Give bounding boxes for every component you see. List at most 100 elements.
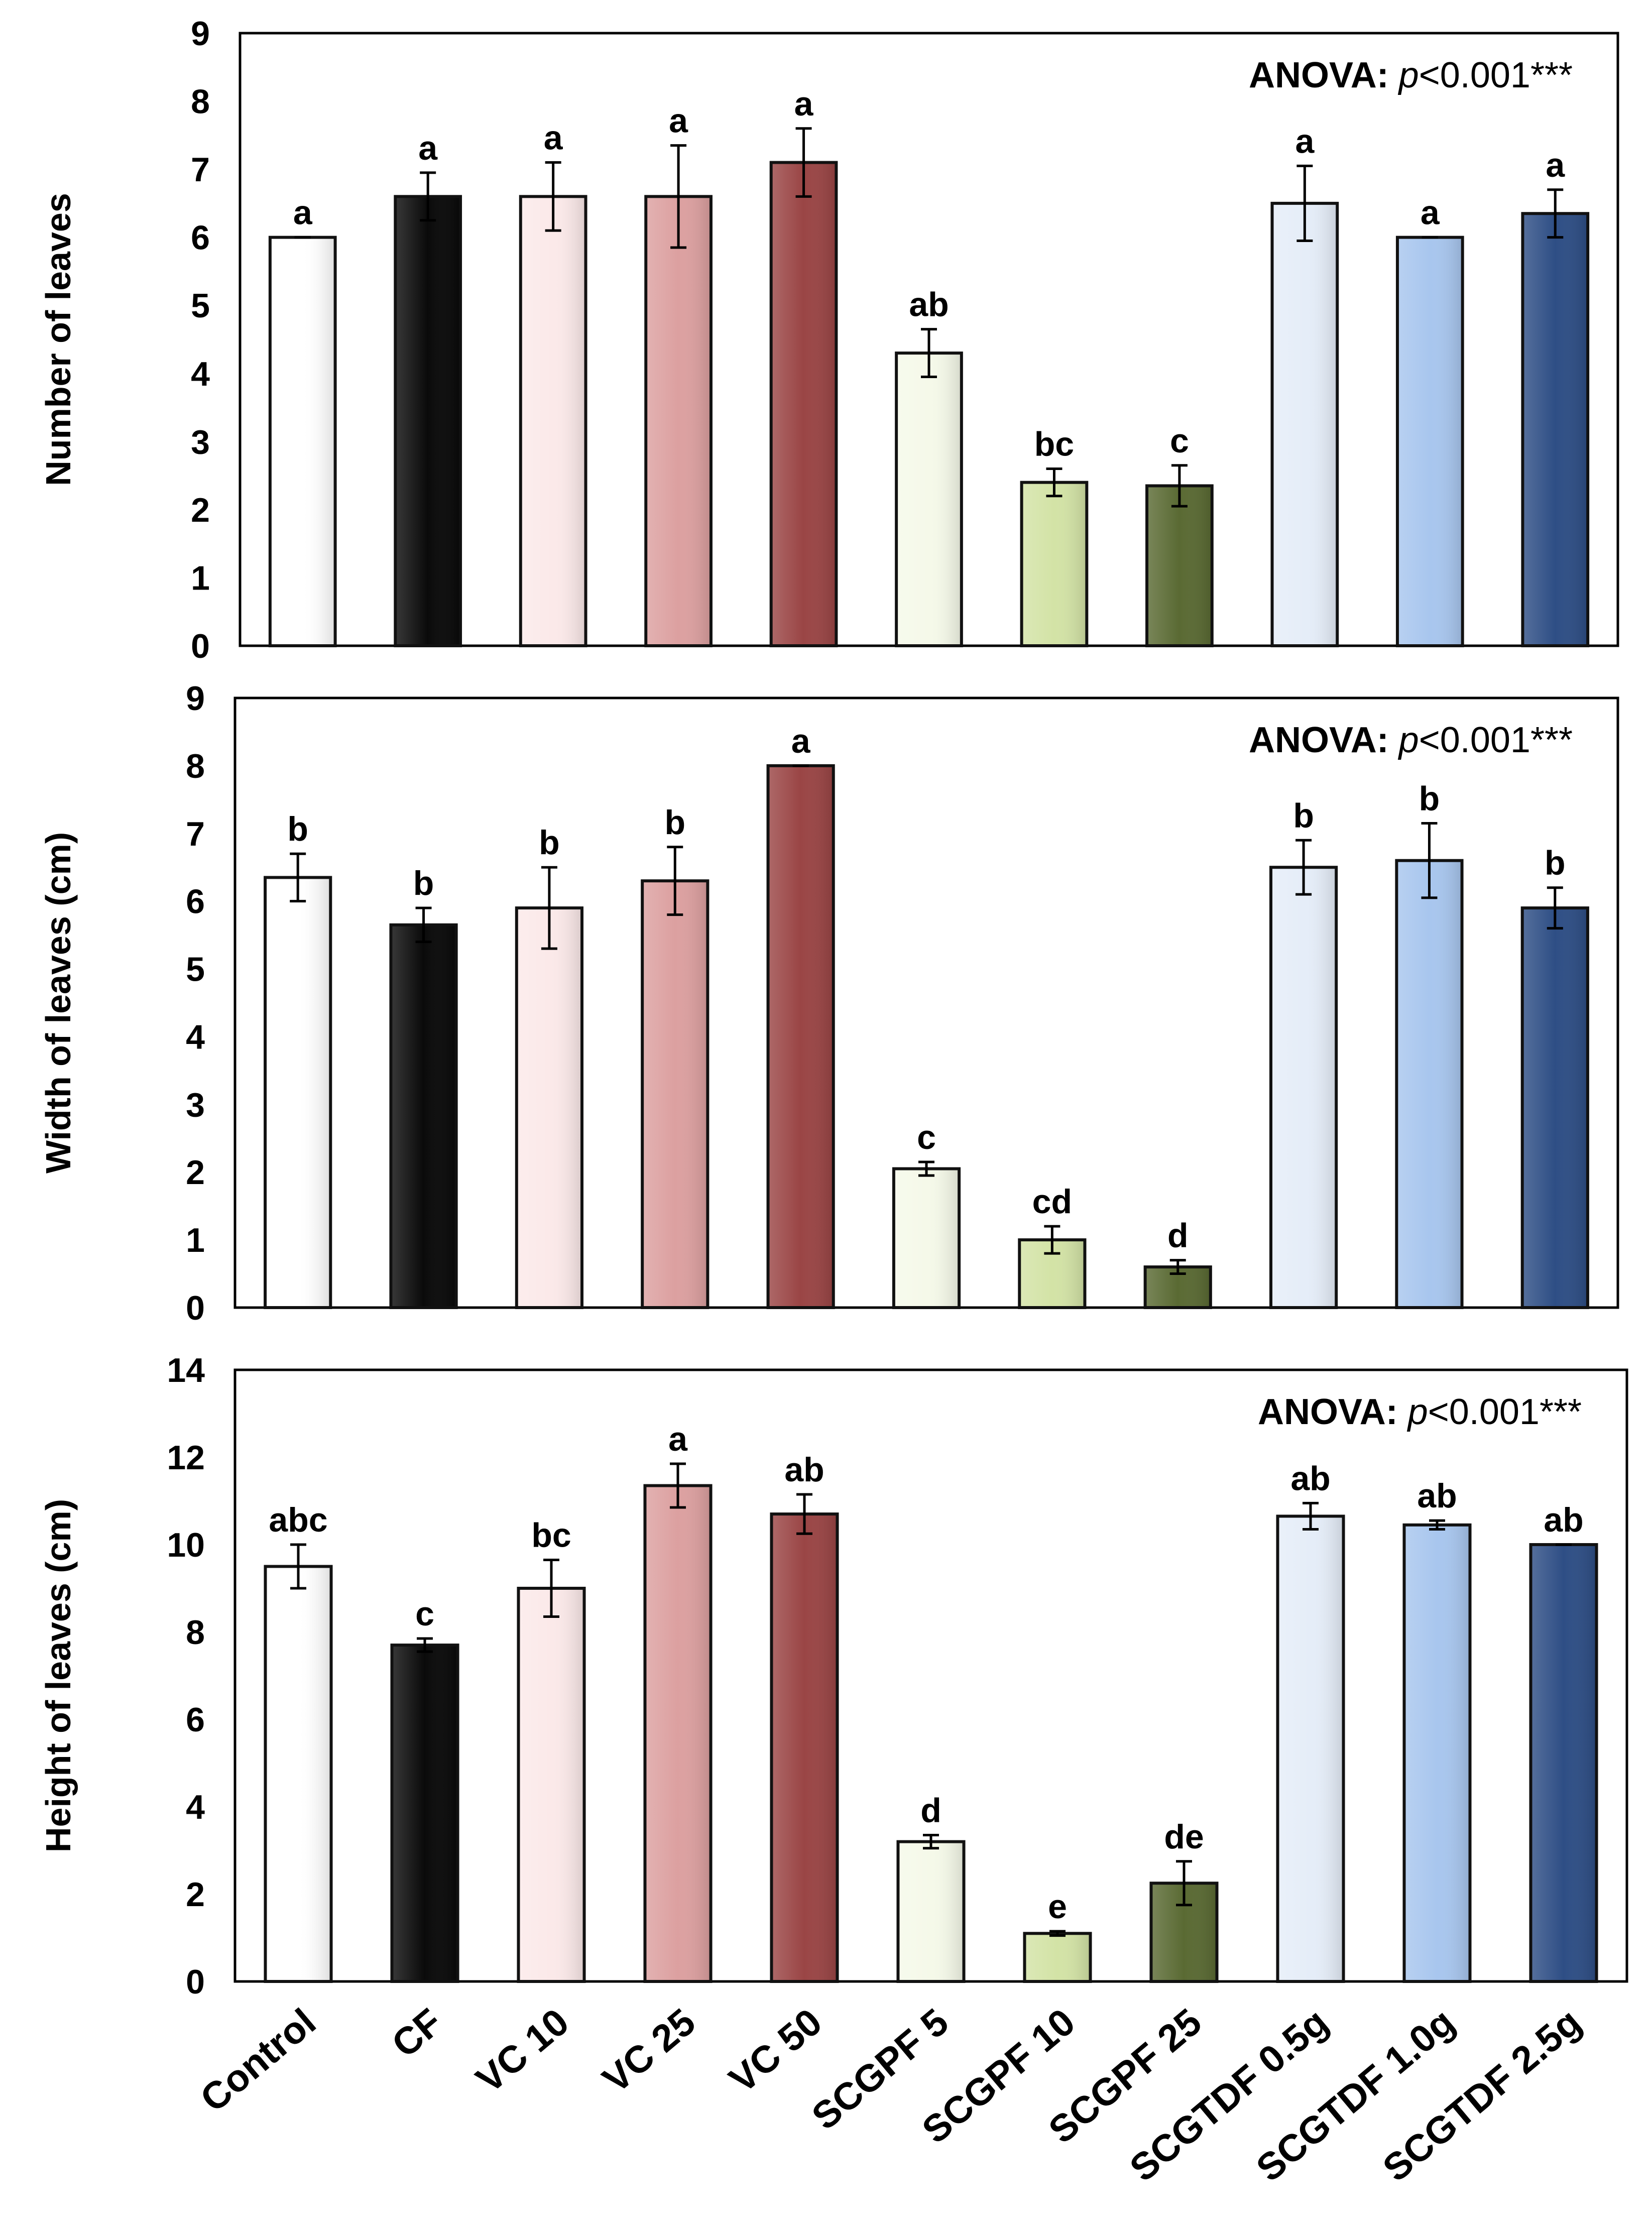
anova-annotation: ANOVA: p<0.001*** xyxy=(1258,1392,1582,1432)
y-tick-label: 4 xyxy=(186,1788,205,1826)
error-bar xyxy=(1295,839,1312,896)
y-tick-label: 3 xyxy=(186,1086,205,1124)
error-bar xyxy=(1169,1259,1186,1275)
bar-group-4: a xyxy=(643,1420,713,1983)
significance-letter: b xyxy=(413,864,434,902)
significance-letter: c xyxy=(1170,422,1189,460)
y-axis-label: Width of leaves (cm) xyxy=(39,832,78,1174)
significance-letter: a xyxy=(668,1420,688,1458)
bar-shading xyxy=(1398,862,1461,1306)
error-bar xyxy=(1171,464,1188,508)
error-bar xyxy=(420,171,436,222)
significance-letter: b xyxy=(1545,844,1566,882)
bar-shading xyxy=(647,198,710,644)
error-bar xyxy=(417,1637,433,1653)
x-tick-label: CF xyxy=(384,2001,450,2066)
anova-label: ANOVA: xyxy=(1249,55,1399,95)
significance-letter: bc xyxy=(531,1516,571,1554)
bar-shading xyxy=(271,239,334,645)
bar-shading xyxy=(1026,1935,1089,1980)
error-bar xyxy=(545,161,561,232)
y-tick-label: 5 xyxy=(191,287,210,325)
y-tick-label: 6 xyxy=(186,1701,205,1739)
bar-group-3: bc xyxy=(517,1516,586,1983)
bar-group-6: ab xyxy=(895,286,963,647)
bar-shading xyxy=(397,198,459,644)
anova-annotation: ANOVA: p<0.001*** xyxy=(1249,55,1573,95)
bar-shading xyxy=(644,882,706,1306)
bar-shading xyxy=(773,1515,836,1980)
significance-letter: a xyxy=(293,194,313,232)
y-tick-label: 5 xyxy=(186,951,205,989)
significance-letter: b xyxy=(287,810,308,848)
significance-letter: a xyxy=(418,129,438,167)
x-tick-label: VC 25 xyxy=(595,2001,703,2101)
error-bar xyxy=(1303,1501,1319,1531)
significance-letter: e xyxy=(1048,1888,1067,1926)
bar-shading xyxy=(1023,484,1086,644)
error-bar xyxy=(1429,1519,1445,1531)
error-bar xyxy=(290,852,306,903)
error-bar xyxy=(1421,822,1438,899)
error-bar xyxy=(415,906,432,944)
error-bar xyxy=(1046,467,1063,498)
bar-shading xyxy=(895,1170,958,1306)
y-tick-label: 8 xyxy=(191,83,210,121)
y-tick-label: 2 xyxy=(186,1153,205,1192)
y-tick-label: 14 xyxy=(167,1351,205,1389)
x-tick-label: VC 50 xyxy=(721,2001,830,2101)
chart-panel-2: 0 1 2 3 4 5 6 7 8 9 Width of leaves (cm) b b b b a c cd d b… xyxy=(39,679,1619,1327)
bar-group-8: c xyxy=(1145,422,1214,647)
significance-letter: ab xyxy=(1290,1459,1330,1497)
bar-group-11: a xyxy=(1521,146,1590,647)
y-tick-label: 8 xyxy=(186,747,205,785)
bar-group-8: d xyxy=(1143,1217,1212,1309)
x-tick-label: Control xyxy=(192,2001,324,2121)
bar-group-9: b xyxy=(1269,796,1338,1309)
bar-shading xyxy=(772,164,835,644)
error-bar xyxy=(1296,164,1313,242)
significance-letter: d xyxy=(920,1792,941,1830)
bar-group-1: abc xyxy=(264,1501,333,1983)
y-tick-label: 7 xyxy=(191,151,210,189)
significance-letter: a xyxy=(669,102,688,140)
bar-group-10: ab xyxy=(1402,1477,1472,1983)
bar-group-3: a xyxy=(519,119,587,648)
significance-letter: abc xyxy=(269,1501,327,1539)
bar-shading xyxy=(267,1568,330,1980)
significance-letter: ab xyxy=(1417,1477,1457,1515)
y-axis-label: Number of leaves xyxy=(39,193,78,486)
error-bar xyxy=(1049,1930,1066,1937)
significance-letter: de xyxy=(1164,1818,1204,1856)
bar-group-2: a xyxy=(394,129,462,648)
error-bar xyxy=(670,1462,686,1509)
anova-annotation: ANOVA: p<0.001*** xyxy=(1249,720,1573,760)
bar-shading xyxy=(646,1487,710,1980)
error-bar xyxy=(923,1834,939,1850)
anova-label: ANOVA: xyxy=(1258,1392,1408,1432)
bar-group-11: ab xyxy=(1529,1501,1598,1983)
significance-letter: a xyxy=(1295,122,1315,160)
x-tick-label: VC 10 xyxy=(468,2001,576,2101)
y-tick-label: 7 xyxy=(186,815,205,853)
error-bar xyxy=(796,1493,812,1535)
bar-group-5: a xyxy=(766,722,835,1309)
anova-p-symbol: p xyxy=(1398,720,1419,760)
significance-letter: b xyxy=(664,803,685,842)
error-bar xyxy=(541,866,557,950)
bar-group-6: d xyxy=(896,1792,966,1983)
error-bar xyxy=(1176,1860,1192,1907)
y-tick-label: 12 xyxy=(167,1439,205,1477)
bar-shading xyxy=(1272,869,1335,1306)
anova-p-symbol: p xyxy=(1407,1392,1428,1432)
error-bar xyxy=(1547,886,1563,930)
error-bar xyxy=(918,1160,934,1177)
bar-shading xyxy=(1398,239,1461,645)
bar-group-1: b xyxy=(264,810,332,1309)
bar-group-7: bc xyxy=(1020,425,1089,648)
bar-shading xyxy=(1532,1546,1595,1980)
anova-p-value: <0.001*** xyxy=(1428,1392,1582,1432)
chart-panel-3: 0 2 4 6 8 10 12 14 Height of leaves (cm) abc c bc a a… xyxy=(39,1351,1628,2001)
